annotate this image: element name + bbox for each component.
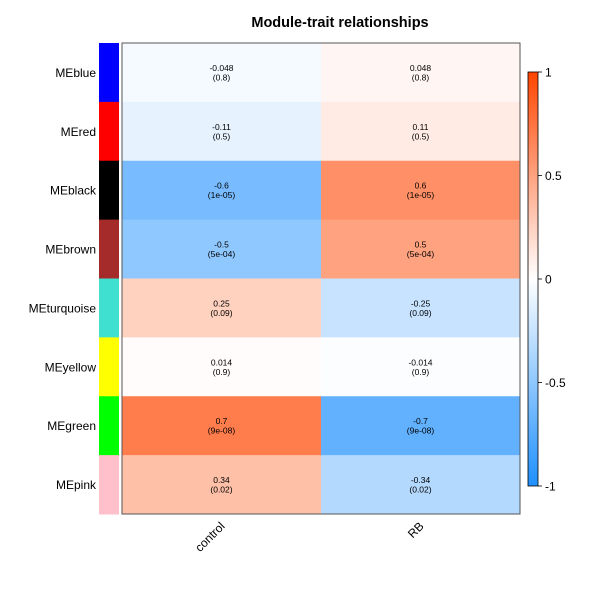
- cell-correlation-label: -0.5: [214, 240, 229, 250]
- color-legend: 1 0.5 0 -0.5 -1: [527, 66, 566, 494]
- column-label: control: [192, 519, 227, 554]
- row-label: MEyellow: [45, 360, 97, 374]
- cell-correlation-label: 0.6: [415, 181, 427, 191]
- cell-pvalue-label: (0.02): [210, 485, 232, 495]
- module-color-swatch: [99, 160, 119, 221]
- heatmap-cell: [321, 396, 521, 456]
- heatmap-cells: -0.048(0.8)0.048(0.8)-0.11(0.5)0.11(0.5)…: [121, 42, 521, 515]
- heatmap-cell: [321, 101, 521, 162]
- row-label: MEpink: [56, 478, 97, 492]
- legend-color-bar: [527, 71, 539, 487]
- plot-border: [121, 42, 521, 515]
- cell-pvalue-label: (1e-05): [407, 190, 435, 200]
- heatmap-cell: [122, 455, 322, 515]
- cell-correlation-label: -0.34: [411, 475, 431, 485]
- cell-pvalue-label: (0.09): [210, 308, 232, 318]
- heatmap-cell: [122, 278, 322, 338]
- heatmap-cell: [321, 337, 521, 397]
- cell-correlation-label: 0.11: [413, 122, 429, 132]
- heatmap-cell: [321, 219, 521, 279]
- cell-pvalue-label: (1e-05): [208, 190, 236, 200]
- cell-pvalue-label: (9e-08): [208, 426, 236, 436]
- heatmap-cell: [321, 278, 521, 338]
- legend-tick-label: -1: [545, 480, 556, 494]
- heatmap-cell: [321, 43, 521, 103]
- row-labels: MEblue MEred MEblack MEbrown MEturquoise MEye…: [29, 66, 97, 492]
- heatmap-cell: [122, 101, 322, 162]
- row-label: MEturquoise: [29, 301, 97, 315]
- legend-tick-label: -0.5: [545, 376, 566, 390]
- module-color-swatch: [99, 219, 119, 279]
- cell-correlation-label: -0.25: [411, 298, 431, 308]
- heatmap-cell: [122, 337, 322, 397]
- cell-pvalue-label: (0.5): [412, 131, 430, 141]
- module-color-swatch: [99, 396, 119, 456]
- row-label: MEblue: [55, 66, 96, 80]
- module-color-swatch: [99, 455, 119, 515]
- legend-tick-label: 1: [545, 66, 552, 80]
- heatmap-cell: [122, 396, 322, 456]
- legend-tick-label: 0: [545, 273, 552, 287]
- module-color-swatch: [99, 278, 119, 338]
- cell-correlation-label: 0.5: [415, 240, 427, 250]
- cell-correlation-label: 0.25: [213, 298, 230, 308]
- row-label: MEbrown: [45, 243, 96, 257]
- cell-pvalue-label: (5e-04): [407, 249, 435, 259]
- module-color-swatch: [99, 337, 119, 397]
- cell-pvalue-label: (0.9): [412, 367, 430, 377]
- column-label: RB: [405, 519, 427, 541]
- cell-correlation-label: -0.7: [413, 416, 428, 426]
- cell-correlation-label: 0.7: [216, 416, 228, 426]
- cell-correlation-label: 0.014: [211, 357, 233, 367]
- cell-correlation-label: -0.014: [408, 357, 432, 367]
- row-label: MEred: [61, 125, 96, 139]
- module-color-swatches: [99, 43, 119, 515]
- cell-pvalue-label: (0.8): [412, 72, 430, 82]
- cell-correlation-label: -0.6: [214, 181, 229, 191]
- cell-pvalue-label: (0.09): [409, 308, 431, 318]
- cell-correlation-label: 0.048: [410, 63, 432, 73]
- cell-correlation-label: -0.11: [212, 122, 231, 132]
- module-color-swatch: [99, 43, 119, 103]
- row-label: MEgreen: [47, 419, 96, 433]
- heatmap-cell: [122, 43, 322, 103]
- cell-correlation-label: 0.34: [213, 475, 230, 485]
- module-color-swatch: [99, 101, 119, 162]
- heatmap-cell: [321, 160, 521, 221]
- chart-title: Module-trait relationships: [251, 15, 428, 31]
- row-label: MEblack: [50, 184, 97, 198]
- heatmap-cell: [122, 160, 322, 221]
- cell-pvalue-label: (9e-08): [407, 426, 435, 436]
- column-labels: control RB: [192, 519, 426, 554]
- heatmap-cell: [321, 455, 521, 515]
- heatmap-cell: [122, 219, 322, 279]
- cell-correlation-label: -0.048: [209, 63, 233, 73]
- legend-tick-label: 0.5: [545, 169, 562, 183]
- cell-pvalue-label: (0.02): [409, 485, 431, 495]
- cell-pvalue-label: (0.5): [213, 131, 231, 141]
- cell-pvalue-label: (5e-04): [208, 249, 236, 259]
- cell-pvalue-label: (0.8): [213, 72, 231, 82]
- cell-pvalue-label: (0.9): [213, 367, 231, 377]
